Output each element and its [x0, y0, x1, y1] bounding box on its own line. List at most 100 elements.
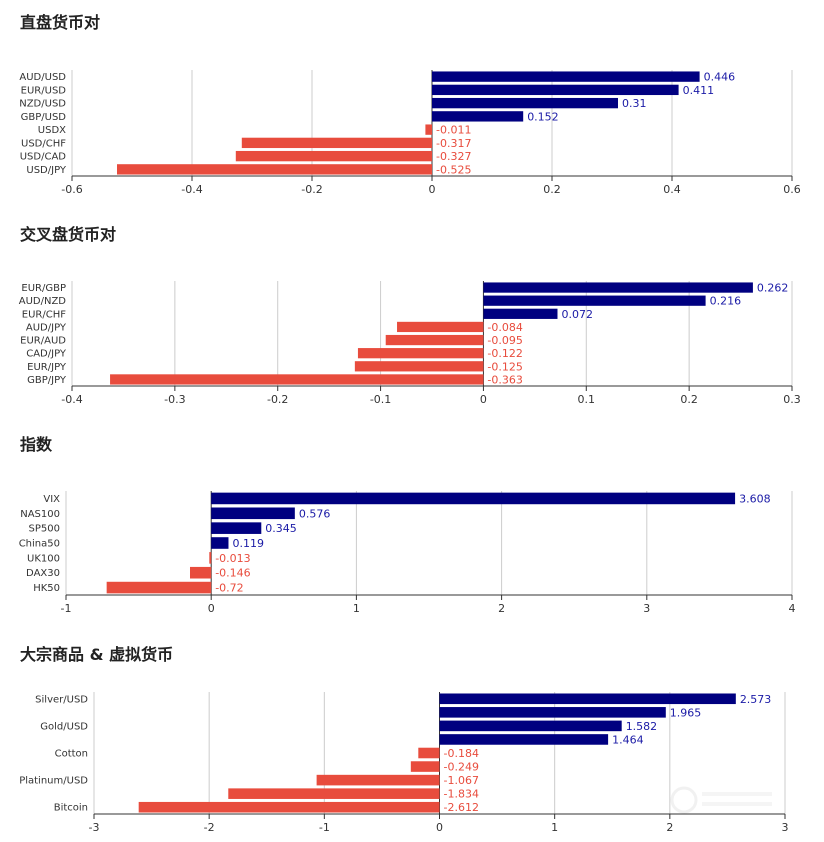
bar	[241, 137, 432, 149]
data-label: -2.612	[444, 801, 479, 814]
category-label: EUR/JPY	[27, 362, 67, 373]
category-label: USDX	[38, 125, 66, 136]
data-label: 2.573	[740, 693, 772, 706]
data-label: -0.317	[436, 137, 471, 150]
category-label: GBP/JPY	[27, 375, 67, 386]
category-label: Cotton	[55, 749, 88, 760]
category-label: EUR/CHF	[22, 309, 66, 320]
bar	[432, 71, 700, 82]
data-label: -0.122	[487, 347, 522, 360]
data-label: -0.72	[215, 582, 243, 595]
data-label: -1.834	[444, 788, 479, 801]
data-label: 0.072	[561, 308, 593, 321]
chart-title: 交叉盘货币对	[20, 225, 116, 244]
bar	[483, 282, 753, 293]
bar	[483, 295, 706, 306]
data-label: -0.095	[487, 334, 522, 347]
data-label: -0.327	[436, 150, 471, 163]
bar	[432, 84, 679, 96]
tick-label: -0.6	[61, 183, 82, 196]
category-label: Gold/USD	[40, 721, 88, 732]
category-label: AUD/USD	[19, 72, 66, 83]
tick-label: 2	[498, 602, 505, 615]
bar	[138, 801, 440, 813]
data-label: -1.067	[444, 774, 479, 787]
category-label: VIX	[43, 494, 60, 505]
category-label: EUR/USD	[21, 85, 67, 96]
bar	[410, 761, 440, 772]
category-label: Bitcoin	[54, 803, 88, 814]
chart-4: 大宗商品 & 虚拟货币 -3 -2 -1 0 1 2 3 2.573 Silver/USD 1.96…	[19, 645, 788, 834]
category-label: Platinum/USD	[19, 776, 88, 787]
tick-label: -1	[319, 821, 330, 834]
bar	[439, 734, 609, 745]
category-label: NAS100	[20, 509, 60, 520]
bar	[418, 747, 440, 759]
chart-3: 指数 -1 0 1 2 3 4 3.608 VIX 0.576 NAS100 0.345 SP500 0.…	[19, 435, 796, 615]
bar	[354, 361, 484, 372]
tick-label: 1	[353, 602, 360, 615]
data-label: -0.146	[215, 567, 250, 580]
tick-label: -0.3	[164, 393, 185, 406]
watermark-logo	[670, 786, 772, 814]
bar	[211, 522, 262, 534]
tick-label: -1	[61, 602, 72, 615]
bar	[432, 97, 618, 109]
tick-label: 0.4	[663, 183, 681, 196]
bar	[439, 693, 736, 705]
bar	[385, 334, 484, 346]
bar	[235, 150, 432, 162]
category-label: AUD/NZD	[19, 296, 67, 307]
bar	[397, 321, 484, 333]
bar	[357, 348, 484, 359]
bar	[483, 308, 558, 319]
chart-title: 大宗商品 & 虚拟货币	[20, 645, 173, 664]
tick-label: 3	[782, 821, 789, 834]
category-label: DAX30	[26, 568, 60, 579]
tick-label: 0.2	[543, 183, 561, 196]
bar	[439, 707, 666, 718]
bar	[106, 581, 212, 594]
chart-1: 直盘货币对 -0.6 -0.4 -0.2 0 0.2 0.4 0.6 0.446 AUD/USD 0…	[19, 13, 801, 196]
bar	[211, 537, 229, 549]
tick-label: -2	[204, 821, 215, 834]
data-label: 1.965	[670, 706, 702, 719]
data-label: 0.152	[527, 110, 559, 123]
data-label: 0.446	[704, 71, 736, 84]
tick-label: -0.2	[267, 393, 288, 406]
tick-label: 0	[429, 183, 436, 196]
category-label: China50	[19, 539, 60, 550]
category-label: GBP/USD	[21, 112, 67, 123]
data-label: -0.184	[444, 747, 479, 760]
category-label: UK100	[27, 553, 60, 564]
category-label: SP500	[29, 524, 60, 535]
bar	[228, 788, 440, 799]
tick-label: 0	[208, 602, 215, 615]
category-label: USD/CHF	[21, 138, 66, 149]
category-label: EUR/AUD	[20, 336, 66, 347]
data-label: -0.363	[487, 373, 522, 386]
data-label: 0.345	[265, 522, 297, 535]
bar	[110, 374, 484, 385]
tick-label: 0.6	[783, 183, 801, 196]
tick-label: -3	[89, 821, 100, 834]
data-label: -0.011	[436, 124, 471, 137]
data-label: -0.013	[215, 552, 250, 565]
data-label: 0.216	[710, 295, 742, 308]
tick-label: 3	[643, 602, 650, 615]
data-label: -0.125	[487, 360, 522, 373]
data-label: 1.582	[626, 720, 658, 733]
category-label: CAD/JPY	[26, 349, 67, 360]
chart-title: 直盘货币对	[20, 13, 100, 32]
data-label: 3.608	[739, 492, 771, 505]
data-label: -0.525	[436, 163, 471, 176]
category-label: USD/CAD	[20, 152, 67, 163]
category-label: AUD/JPY	[26, 322, 67, 333]
category-label: NZD/USD	[19, 99, 66, 110]
bar	[211, 492, 736, 505]
chart-title: 指数	[20, 435, 53, 454]
tick-label: 1	[551, 821, 558, 834]
tick-label: 0	[436, 821, 443, 834]
category-label: Silver/USD	[35, 694, 88, 705]
